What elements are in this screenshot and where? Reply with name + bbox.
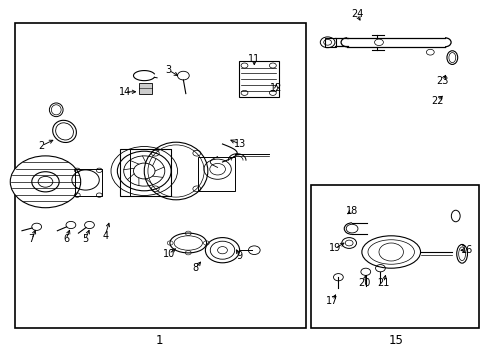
Text: 8: 8	[192, 263, 198, 273]
Circle shape	[10, 156, 81, 208]
Text: 7: 7	[29, 234, 35, 244]
Bar	[238, 61, 278, 97]
Text: 9: 9	[236, 251, 242, 261]
Bar	[310, 185, 478, 328]
Text: 23: 23	[435, 76, 448, 86]
Text: 15: 15	[388, 334, 403, 347]
Text: 20: 20	[357, 278, 370, 288]
Text: 11: 11	[247, 54, 260, 64]
Bar	[139, 83, 151, 94]
Text: 13: 13	[233, 139, 245, 149]
Bar	[325, 38, 335, 47]
Bar	[120, 149, 171, 196]
Text: 3: 3	[165, 65, 171, 75]
Text: 19: 19	[328, 243, 341, 253]
Text: 12: 12	[269, 83, 282, 93]
Text: 2: 2	[39, 141, 44, 151]
Text: 21: 21	[377, 278, 389, 288]
Text: 6: 6	[63, 234, 69, 244]
Text: 1: 1	[155, 334, 163, 347]
Bar	[15, 23, 305, 328]
Text: 16: 16	[460, 245, 472, 255]
Text: 24: 24	[350, 9, 363, 19]
Text: 14: 14	[118, 87, 131, 97]
Bar	[75, 169, 102, 196]
Bar	[198, 157, 234, 191]
Text: 17: 17	[325, 296, 338, 306]
Text: 4: 4	[102, 231, 108, 241]
Text: 22: 22	[430, 96, 443, 106]
Text: 10: 10	[162, 249, 175, 259]
Text: 5: 5	[82, 234, 88, 244]
Text: 18: 18	[345, 206, 358, 216]
